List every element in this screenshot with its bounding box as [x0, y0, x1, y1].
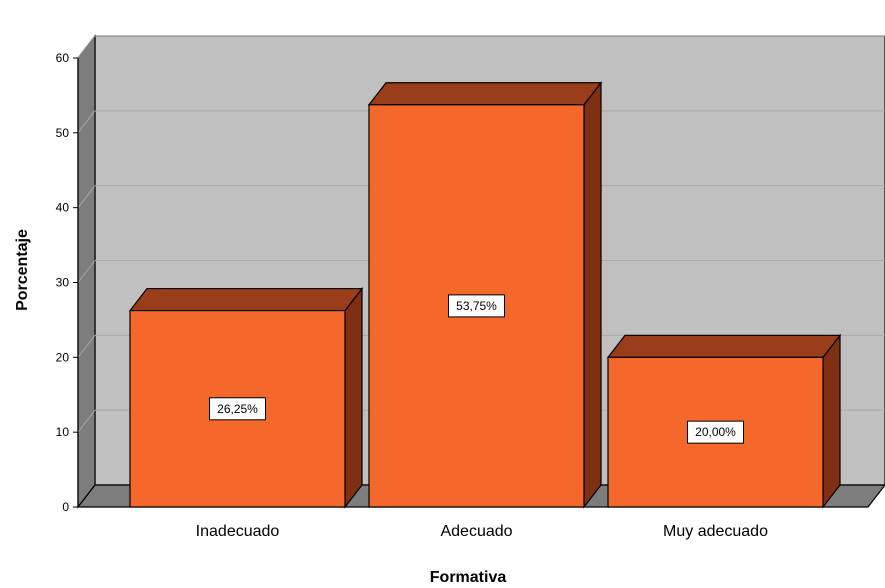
data-label: 53,75%: [456, 299, 497, 313]
y-tick-label: 0: [62, 500, 69, 514]
bar-side: [583, 81, 602, 509]
gridline-side: [77, 409, 96, 433]
y-tick-label: 10: [56, 425, 70, 439]
x-tick-label: Muy adecuado: [663, 523, 768, 540]
data-label-box: [209, 397, 266, 421]
x-tick-label: Inadecuado: [196, 523, 280, 540]
y-tick-label: 30: [56, 276, 70, 290]
x-tick-labels: Inadecuado Adecuado Muy adecuado: [196, 523, 768, 540]
gridline-side: [77, 35, 96, 59]
y-tick-labels: 0 10 20 30 40 50 60: [56, 51, 79, 514]
data-label-box: [448, 294, 505, 318]
y-tick-label: 40: [56, 201, 70, 215]
gridline-side: [77, 110, 96, 134]
bar-0: [128, 286, 364, 509]
y-tick-label: 60: [56, 51, 70, 65]
bar-top: [128, 287, 364, 312]
bar-side: [822, 333, 841, 509]
bar-top: [367, 82, 603, 106]
data-label-box: [687, 420, 744, 444]
gridline-side: [77, 185, 96, 208]
y-axis-title: Porcentaje: [14, 229, 31, 311]
gridline-side: [77, 260, 96, 283]
y-tick-label: 50: [56, 126, 70, 140]
gridline-side: [77, 335, 96, 358]
bar: [129, 309, 346, 508]
x-axis-title: Formativa: [430, 569, 507, 586]
bar-top: [606, 334, 842, 358]
x-tick-label: Adecuado: [440, 523, 512, 540]
bar-side: [344, 286, 363, 509]
bar-2: [606, 333, 842, 509]
data-label: 20,00%: [695, 425, 736, 439]
y-tick-label: 20: [56, 350, 70, 364]
data-label: 26,25%: [217, 402, 258, 416]
data-labels: 26,25% 53,75% 20,00%: [209, 294, 744, 444]
